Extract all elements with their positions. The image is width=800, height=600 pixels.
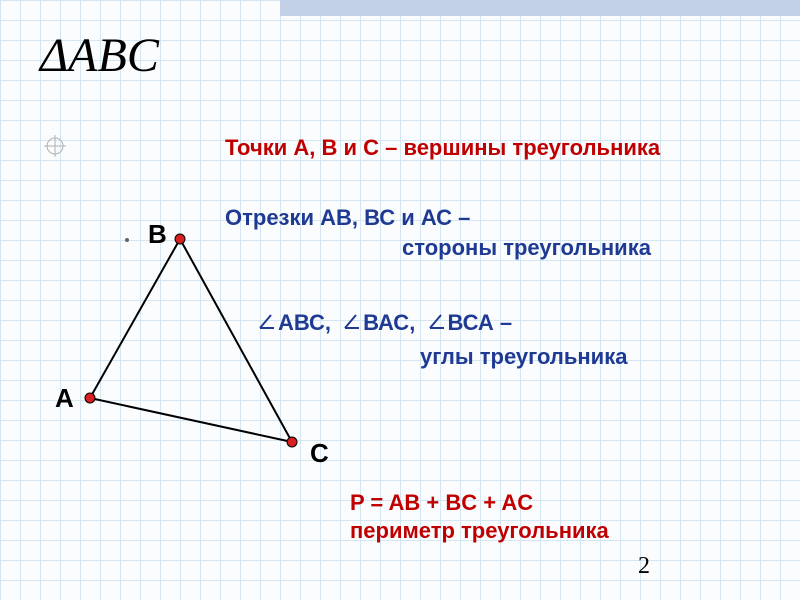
vertex-A-label: A bbox=[55, 383, 74, 414]
triangle-diagram bbox=[0, 0, 800, 600]
vertex-C-label: C bbox=[310, 438, 329, 469]
vertex-B-label: B bbox=[148, 219, 167, 250]
small-dot bbox=[125, 238, 129, 242]
corner-marker-icon bbox=[44, 135, 66, 162]
page-number: 2 bbox=[638, 553, 650, 580]
